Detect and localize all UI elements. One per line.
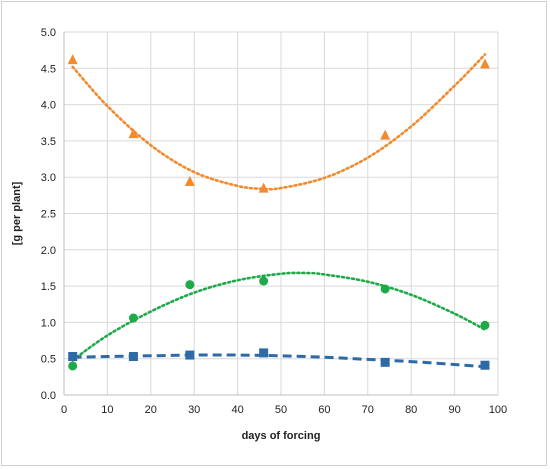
triangle-point [184,176,195,187]
triangle-point [258,182,269,193]
y-tick-label: 1.5 [41,281,56,293]
square-point [259,348,269,358]
trendline-square [72,353,486,369]
x-tick-label: 100 [489,404,507,416]
y-tick-label: 4.0 [41,100,56,112]
y-tick-label: 3.0 [41,172,56,184]
y-axis-label: [g per plant] [11,181,23,245]
x-tick-label: 10 [101,404,113,416]
x-tick-label: 90 [448,404,460,416]
y-tick-label: 2.5 [41,209,56,221]
y-tick-label: 0.0 [41,390,56,402]
x-tick-label: 50 [275,404,287,416]
x-tick-label: 20 [145,404,157,416]
circle-point [259,276,269,286]
triangle-point [479,58,490,69]
triangle-point [380,129,391,140]
trendlines [71,53,487,369]
x-tick-label: 60 [318,404,330,416]
triangle-point [67,54,78,65]
square-point [68,352,78,362]
x-tick-label: 80 [405,404,417,416]
x-axis-label: days of forcing [242,430,321,442]
grid-lines [64,31,499,395]
trendline-circle [71,271,487,362]
circle-point [480,320,490,330]
tick-labels: 0 10 20 30 40 50 60 70 80 90 100 0.0 0.5 1.0 1.5 2.0 2.5… [41,27,507,416]
y-tick-label: 5.0 [41,27,56,39]
square-point [380,357,390,367]
circle-point [380,284,390,294]
x-tick-label: 70 [362,404,374,416]
data-points [67,54,490,371]
y-tick-label: 3.5 [41,136,56,148]
x-tick-label: 0 [61,404,67,416]
y-tick-label: 2.0 [41,245,56,257]
x-tick-label: 40 [231,404,243,416]
y-tick-label: 0.5 [41,354,56,366]
square-point [185,350,195,360]
triangle-point [128,128,139,139]
y-tick-label: 1.0 [41,317,56,329]
x-tick-label: 30 [188,404,200,416]
square-point [480,360,490,370]
circle-point [68,361,78,371]
y-tick-label: 4.5 [41,63,56,75]
circle-point [185,280,195,290]
axes [63,32,498,396]
circle-point [128,313,138,323]
trendline-triangle [71,53,487,191]
square-point [128,352,138,362]
